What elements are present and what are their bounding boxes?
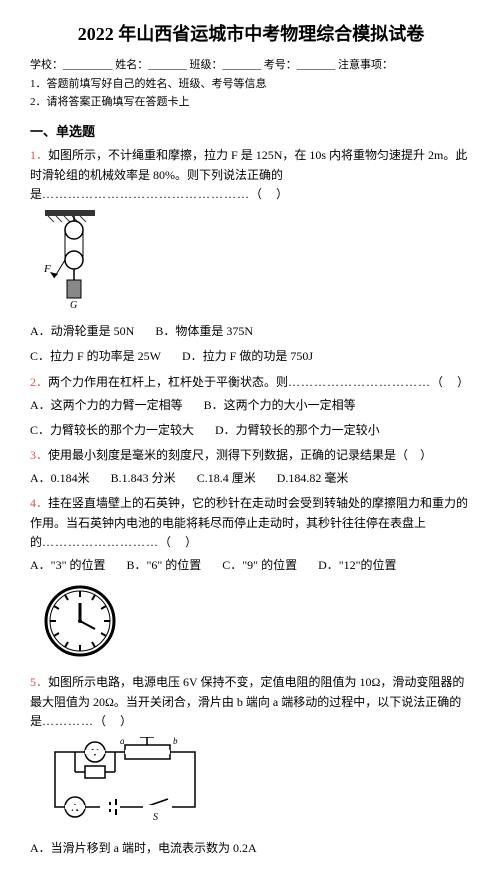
q2-options-1: A．这两个力的力臂一定相等 B．这两个力的大小一定相等: [30, 396, 472, 415]
question-5: 5．如图所示电路，电源电压 6V 保持不变，定值电阻的阻值为 10Ω，滑动变阻器…: [30, 673, 472, 731]
q5-dots: …………（ ）: [42, 714, 133, 728]
svg-text:F: F: [43, 263, 51, 275]
q5-options: A．当滑片移到 a 端时，电流表示数为 0.2A: [30, 839, 472, 858]
q1-optC: C．拉力 F 的功率是 25W: [30, 347, 161, 366]
question-2: 2．两个力作用在杠杆上，杠杆处于平衡状态。则……………………………（ ）: [30, 373, 472, 392]
section-1-title: 一、单选题: [30, 122, 472, 143]
q4-optD: D．"12"的位置: [318, 556, 396, 575]
page-title: 2022 年山西省运城市中考物理综合模拟试卷: [30, 20, 472, 49]
q2-dots: ……………………………（ ）: [288, 375, 470, 389]
q2-optA: A．这两个力的力臂一定相等: [30, 396, 183, 415]
svg-text:b: b: [173, 737, 178, 746]
question-4: 4．挂在竖直墙壁上的石英钟，它的秒针在走动时会受到转轴处的摩擦阻力和重力的作用。…: [30, 494, 472, 552]
q3-num: 3．: [30, 448, 48, 462]
svg-text:a: a: [120, 737, 125, 746]
q4-optA: A．"3" 的位置: [30, 556, 105, 575]
q3-text: 使用最小刻度是毫米的刻度尺，测得下列数据，正确的记录结果是（ ）: [48, 448, 432, 462]
q5-optA: A．当滑片移到 a 端时，电流表示数为 0.2A: [30, 839, 257, 858]
pulley-figure: F G: [40, 210, 472, 316]
q3-options: A．0.184米 B.1.843 分米 C.18.4 厘米 D.184.82 毫…: [30, 469, 472, 488]
q1-optD: D．拉力 F 做的功是 750J: [182, 347, 313, 366]
q3-optD: D.184.82 毫米: [277, 469, 349, 488]
question-1: 1．如图所示，不计绳重和摩擦，拉力 F 是 125N，在 10s 内将重物匀速提…: [30, 146, 472, 204]
q4-options: A．"3" 的位置 B．"6" 的位置 C．"9" 的位置 D．"12"的位置: [30, 556, 472, 575]
q1-options-2: C．拉力 F 的功率是 25W D．拉力 F 做的功是 750J: [30, 347, 472, 366]
q3-optC: C.18.4 厘米: [197, 469, 256, 488]
q1-num: 1．: [30, 148, 48, 162]
notice-label: 注意事项：: [338, 59, 393, 71]
q1-optA: A．动滑轮重是 50N: [30, 322, 134, 341]
note-1: 1．答题前填写好自己的姓名、班级、考号等信息: [30, 76, 472, 94]
q1-options-1: A．动滑轮重是 50N B．物体重是 375N: [30, 322, 472, 341]
q5-num: 5．: [30, 675, 48, 689]
circuit-figure: V a b A S: [40, 737, 472, 833]
q4-optB: B．"6" 的位置: [126, 556, 201, 575]
question-3: 3．使用最小刻度是毫米的刻度尺，测得下列数据，正确的记录结果是（ ）: [30, 446, 472, 465]
header-row: 学校：_________ 姓名：_______ 班级：_______ 考号：__…: [30, 57, 472, 75]
q3-optB: B.1.843 分米: [111, 469, 176, 488]
note-2: 2．请将答案正确填写在答题卡上: [30, 94, 472, 112]
svg-text:G: G: [70, 300, 77, 310]
svg-text:S: S: [153, 812, 158, 823]
q2-optC: C．力臂较长的那个力一定较大: [30, 421, 194, 440]
q4-optC: C．"9" 的位置: [222, 556, 297, 575]
id-label: 考号：: [264, 59, 297, 71]
q2-optB: B．这两个力的大小一定相等: [204, 396, 356, 415]
q1-optB: B．物体重是 375N: [155, 322, 253, 341]
q4-num: 4．: [30, 496, 48, 510]
q2-options-2: C．力臂较长的那个力一定较大 D．力臂较长的那个力一定较小: [30, 421, 472, 440]
notes-block: 1．答题前填写好自己的姓名、班级、考号等信息 2．请将答案正确填写在答题卡上: [30, 76, 472, 111]
q4-dots: ………………………（ ）: [42, 535, 198, 549]
q2-optD: D．力臂较长的那个力一定较小: [215, 421, 380, 440]
q1-dots: …………………………………………（ ）: [42, 187, 289, 201]
q2-text: 两个力作用在杠杆上，杠杆处于平衡状态。则: [48, 375, 288, 389]
school-label: 学校：: [30, 59, 63, 71]
clock-figure: [40, 581, 472, 667]
class-label: 班级：: [190, 59, 223, 71]
q3-optA: A．0.184米: [30, 469, 90, 488]
name-label: 姓名：: [115, 59, 148, 71]
q2-num: 2．: [30, 375, 48, 389]
